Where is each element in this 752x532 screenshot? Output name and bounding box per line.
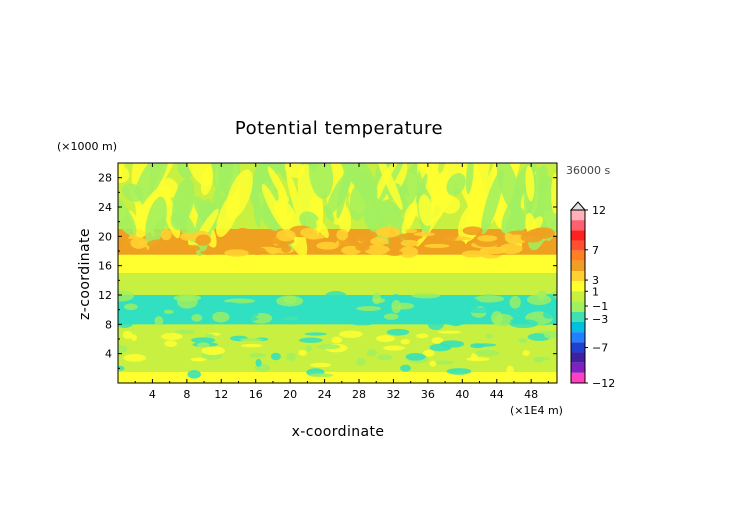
colorbar-swatch [571,210,585,221]
x-axis: 4 8 12 16 20 24 28 32 36 40 44 48 [134,163,549,401]
colorbar-swatch [571,352,585,363]
x-tick-label: 40 [455,388,469,401]
colorbar-label: 1 [592,285,599,298]
colorbar-swatch [571,250,585,261]
x-unit-label: (×1E4 m) [510,404,563,417]
heatmap-plot [118,163,557,383]
x-tick-label: 24 [318,388,332,401]
chart-title: Potential temperature [235,118,443,139]
colorbar-swatch [571,372,585,383]
y-unit-label: (×1000 m) [57,140,117,153]
y-tick-label: 24 [98,201,112,214]
colorbar: 12 7 31 −1−3 −7 −12 [569,201,615,390]
colorbar-swatch [571,362,585,373]
colorbar-label: −3 [592,313,608,326]
colorbar-label: −1 [592,300,608,313]
colorbar-swatch [571,240,585,251]
x-axis-label: x-coordinate [292,424,385,440]
x-tick-label: 8 [183,388,190,401]
colorbar-swatch [571,342,585,353]
heatmap-band [118,254,557,273]
colorbar-label: 3 [592,274,599,287]
colorbar-swatch [571,321,585,333]
colorbar-swatch [571,230,585,241]
colorbar-swatch [571,281,585,292]
colorbar-label: −7 [592,342,608,355]
y-tick-label: 4 [105,348,112,361]
y-axis-label: z-coordinate [77,228,93,320]
colorbar-swatch [571,220,585,231]
x-tick-label: 48 [524,388,538,401]
heatmap-band [118,273,557,295]
colorbar-label: −12 [592,377,615,390]
x-tick-label: 36 [421,388,435,401]
y-tick-label: 28 [98,172,112,185]
colorbar-swatch [571,271,585,282]
y-tick-label: 20 [98,230,112,243]
x-tick-label: 4 [149,388,156,401]
y-axis: 4 8 12 16 20 24 28 [98,172,557,369]
x-tick-label: 44 [490,388,504,401]
y-tick-label: 8 [105,318,112,331]
colorbar-overflow-triangle [569,201,587,211]
colorbar-swatch [571,311,585,322]
x-tick-label: 20 [283,388,297,401]
colorbar-swatch [571,260,585,272]
y-tick-label: 16 [98,260,112,273]
y-tick-label: 12 [98,289,112,302]
colorbar-label: 7 [592,244,599,257]
x-tick-label: 32 [386,388,400,401]
x-tick-label: 28 [352,388,366,401]
plot-frame [117,162,558,384]
time-label: 36000 s [566,164,610,177]
colorbar-swatch [571,291,585,302]
heatmap-band [118,372,557,383]
x-tick-label: 16 [249,388,263,401]
colorbar-label: 12 [592,204,606,217]
colorbar-swatch [571,332,585,343]
x-tick-label: 12 [214,388,228,401]
colorbar-swatch [571,301,585,312]
